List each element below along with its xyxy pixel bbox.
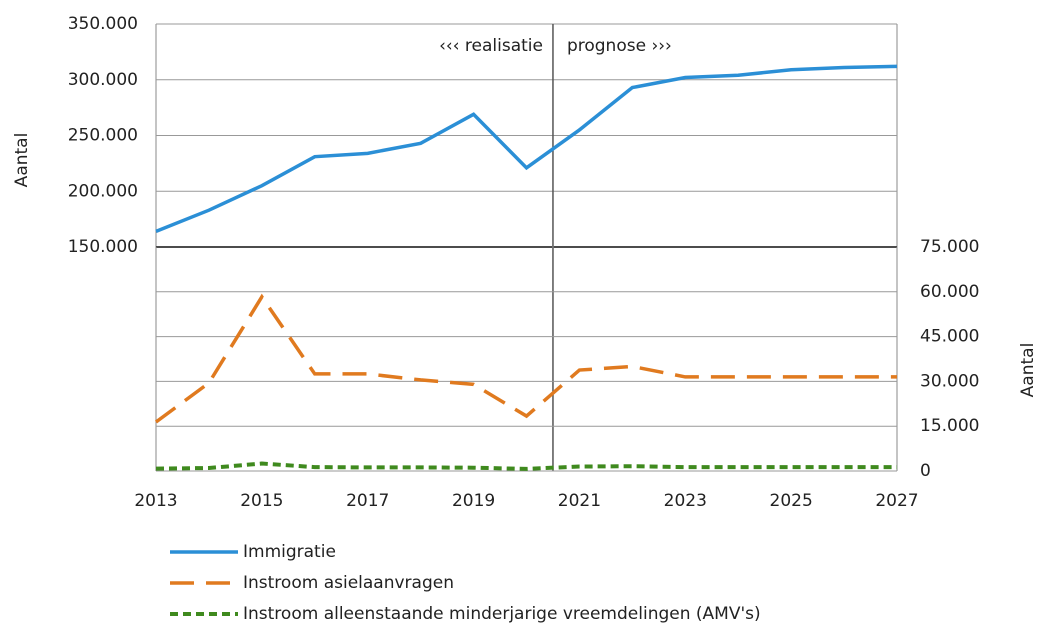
line-series <box>155 64 898 234</box>
legend-label: Instroom asielaanvragen <box>243 573 454 593</box>
y2-tick-label: 30.000 <box>920 371 979 391</box>
x-tick-label: 2023 <box>664 491 707 511</box>
x-tick-label: 2015 <box>240 491 283 511</box>
y-axis-label: Aantal <box>12 133 32 188</box>
y2-tick-label: 0 <box>920 461 931 481</box>
x-tick-label: 2027 <box>875 491 918 511</box>
y2-axis-label: Aantal <box>1018 343 1038 398</box>
y-tick-label: 250.000 <box>68 126 138 146</box>
x-tick-label: 2017 <box>346 491 389 511</box>
x-tick-label: 2021 <box>558 491 601 511</box>
y2-tick-label: 60.000 <box>920 282 979 302</box>
y-tick-label: 200.000 <box>68 181 138 201</box>
y-tick-label: 150.000 <box>68 237 138 257</box>
y2-tick-label: 45.000 <box>920 327 979 347</box>
x-tick-label: 2013 <box>134 491 177 511</box>
x-tick-label: 2019 <box>452 491 495 511</box>
y-tick-label: 300.000 <box>68 70 138 90</box>
line-series <box>155 461 897 471</box>
x-tick-label: 2025 <box>770 491 813 511</box>
annotation: ‹‹‹ realisatie <box>439 36 543 56</box>
y2-tick-label: 15.000 <box>920 416 979 436</box>
y-tick-label: 350.000 <box>68 14 138 34</box>
y2-tick-label: 75.000 <box>920 237 979 257</box>
legend-label: Instroom alleenstaande minderjarige vree… <box>243 604 761 624</box>
legend-label: Immigratie <box>243 542 336 562</box>
annotation: prognose ››› <box>567 36 672 56</box>
line-series <box>154 293 897 424</box>
